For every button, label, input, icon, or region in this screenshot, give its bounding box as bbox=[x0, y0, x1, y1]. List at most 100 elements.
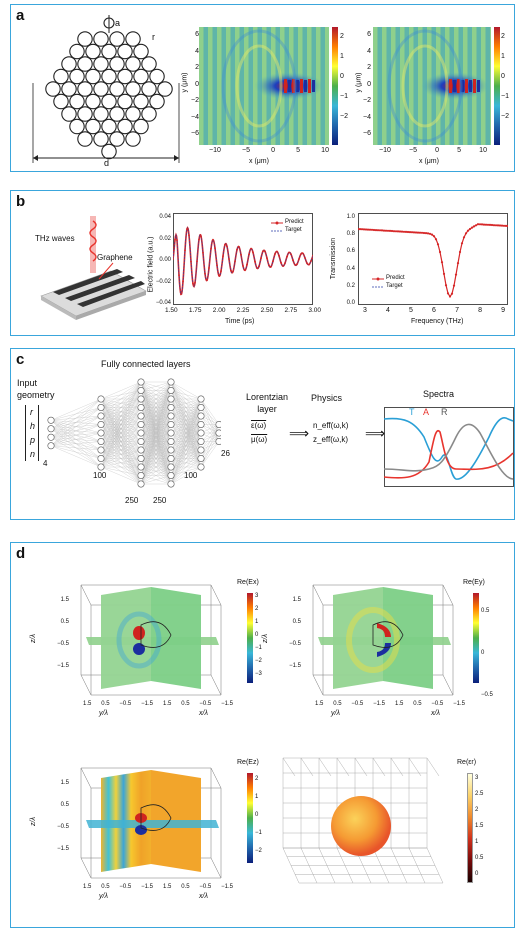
nn-node bbox=[167, 429, 175, 437]
freq-data-point bbox=[410, 231, 414, 234]
spectra-legend-A: A bbox=[423, 407, 430, 417]
crystal-hole bbox=[77, 81, 93, 97]
physics-title: Physics bbox=[311, 393, 343, 403]
eps-title: Re(εr) bbox=[457, 759, 477, 766]
crystal-hole bbox=[85, 43, 101, 60]
crystal-hole bbox=[109, 56, 125, 72]
freq-data-point bbox=[500, 224, 504, 227]
nn-node bbox=[97, 463, 105, 471]
time-data-point bbox=[282, 265, 284, 267]
freq-data-point bbox=[382, 229, 386, 232]
time-data-point bbox=[254, 260, 256, 263]
freq-data-point bbox=[454, 273, 458, 276]
freq-legend-target: Target bbox=[386, 283, 403, 289]
crystal-hole bbox=[77, 106, 93, 122]
time-data-point bbox=[252, 251, 254, 254]
radius-label: r bbox=[152, 32, 155, 42]
spectra-plot bbox=[384, 407, 514, 487]
spectra-title: Spectra bbox=[423, 389, 455, 399]
time-data-point bbox=[180, 293, 182, 296]
ez-xlabel: x/λ bbox=[199, 893, 208, 900]
crystal-hole bbox=[45, 81, 61, 97]
time-plot-xticks: 1.50 1.75 2.00 2.25 2.50 2.75 3.00 bbox=[165, 307, 321, 314]
cbar1-ticks: 2 1 0 −1 −2 bbox=[340, 33, 348, 120]
nn-node bbox=[197, 395, 205, 403]
cbar2-ticks: 2 1 0 −1 −2 bbox=[501, 33, 509, 120]
time-data-point bbox=[266, 257, 268, 260]
time-data-point bbox=[290, 253, 292, 256]
freq-data-point bbox=[440, 261, 444, 264]
ex-zlabel: z/λ bbox=[29, 634, 37, 643]
panel-label-c: c bbox=[16, 351, 25, 368]
input-bracket bbox=[25, 405, 39, 461]
freq-data-point bbox=[492, 224, 496, 227]
ex-xticks: 1.5 0.5 −0.5 −1.5 bbox=[163, 701, 233, 707]
freq-data-point bbox=[504, 224, 508, 227]
time-data-point bbox=[276, 250, 278, 253]
crystal-hole bbox=[77, 131, 93, 147]
crystal-hole bbox=[109, 131, 125, 147]
time-data-point bbox=[260, 257, 262, 260]
freq-data-point bbox=[392, 230, 396, 233]
lorentz-eps: ε(ω) bbox=[251, 421, 267, 430]
freq-data-point bbox=[474, 224, 478, 227]
layer-size-100a: 100 bbox=[93, 471, 107, 480]
crystal-hole bbox=[117, 43, 133, 60]
freq-data-point bbox=[400, 230, 404, 233]
field-map-1 bbox=[199, 27, 329, 145]
time-plot-yticks: 0.04 0.02 0.00 −0.02 −0.04 bbox=[155, 214, 171, 306]
time-data-point bbox=[268, 264, 270, 267]
freq-data-point bbox=[416, 231, 420, 234]
freq-data-point bbox=[498, 224, 502, 227]
nn-node bbox=[167, 472, 175, 480]
freq-data-point bbox=[358, 227, 360, 231]
nn-node bbox=[197, 429, 205, 437]
nn-node bbox=[137, 472, 145, 480]
crystal-hole bbox=[85, 68, 101, 85]
nn-node bbox=[47, 425, 55, 433]
ey-xlabel: x/λ bbox=[431, 710, 440, 717]
layer-size-26: 26 bbox=[221, 449, 230, 458]
freq-data-point bbox=[374, 229, 378, 232]
time-data-point bbox=[246, 263, 248, 266]
freq-data-point bbox=[424, 232, 428, 235]
reflection-curve bbox=[384, 423, 514, 480]
arrow-2: ⟹ bbox=[365, 425, 386, 441]
nn-node bbox=[167, 386, 175, 394]
time-data-point bbox=[194, 281, 196, 284]
freq-data-point bbox=[362, 228, 366, 231]
time-data-point bbox=[210, 247, 212, 250]
fc-layers-title: Fully connected layers bbox=[101, 359, 191, 369]
time-data-point bbox=[262, 250, 264, 253]
freq-data-point bbox=[448, 295, 452, 298]
panel-a: a a r d bbox=[10, 4, 515, 172]
time-data-point bbox=[280, 261, 282, 264]
time-data-point bbox=[174, 238, 176, 241]
freq-data-point bbox=[412, 231, 416, 234]
map1-xlabel: x (μm) bbox=[249, 158, 269, 165]
layer-size-4: 4 bbox=[43, 459, 48, 468]
nn-node bbox=[137, 438, 145, 446]
time-data-point bbox=[298, 258, 300, 260]
freq-data-point bbox=[434, 238, 438, 241]
time-data-point bbox=[274, 253, 276, 255]
time-data-point bbox=[300, 253, 302, 255]
ex-ylabel: y/λ bbox=[99, 710, 108, 717]
time-legend-target: Target bbox=[285, 227, 302, 233]
freq-data-point bbox=[406, 230, 410, 234]
freq-data-point bbox=[408, 231, 412, 234]
crystal-hole bbox=[101, 143, 117, 160]
freq-data-point bbox=[496, 224, 500, 227]
time-data-point bbox=[226, 245, 228, 248]
ex-yticks: 1.5 0.5 −0.5 −1.5 bbox=[83, 701, 153, 707]
nn-node bbox=[167, 403, 175, 411]
crystal-hole bbox=[93, 131, 109, 147]
nn-node bbox=[137, 403, 145, 411]
ez-cbar-ticks: 2 1 0 −1 −2 bbox=[255, 776, 262, 854]
crystal-hole bbox=[77, 31, 93, 47]
panel-b: b THz waves Graphene Electric field (a.u… bbox=[10, 190, 515, 336]
colorbar-1 bbox=[332, 27, 338, 145]
nn-node bbox=[167, 412, 175, 420]
